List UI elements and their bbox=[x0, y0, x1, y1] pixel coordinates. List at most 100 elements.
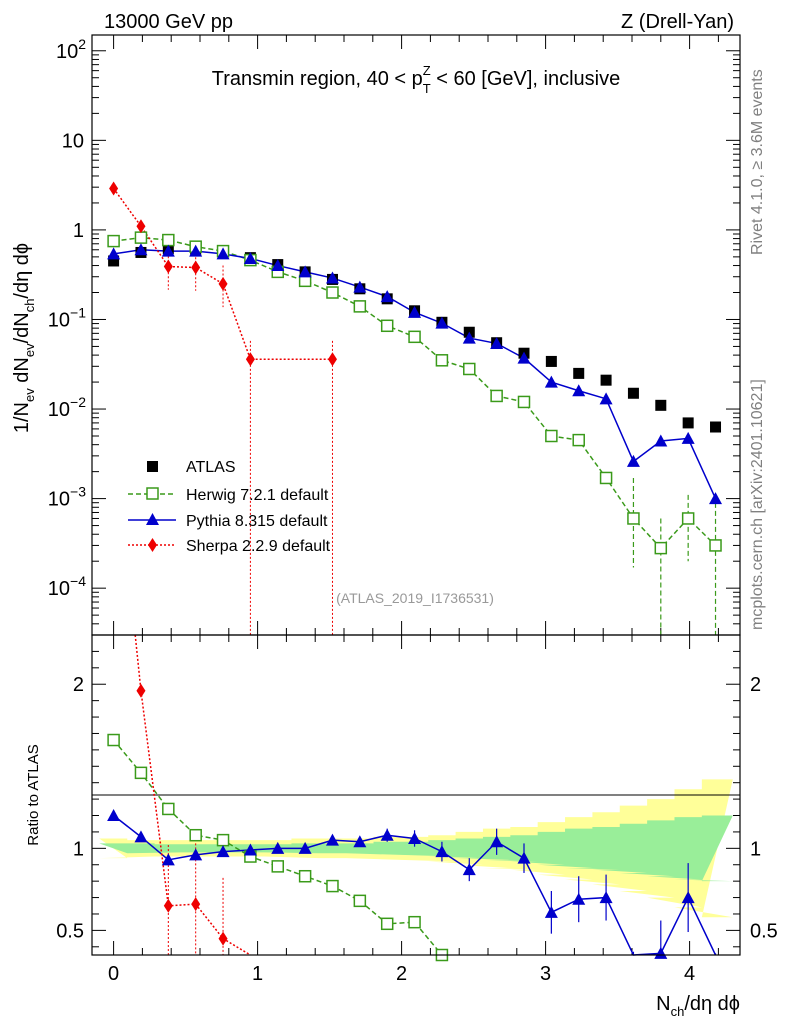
ratio-point-pythia bbox=[681, 891, 695, 904]
ratio-point-pythia bbox=[325, 833, 339, 846]
ratio-point-herwig bbox=[216, 833, 230, 847]
x-tick-label: 4 bbox=[684, 963, 695, 985]
main-point-herwig bbox=[709, 539, 722, 552]
main-point-pythia bbox=[325, 271, 339, 284]
ratio-point-herwig bbox=[298, 869, 312, 883]
ratio-ytick-label: 0.5 bbox=[56, 920, 84, 942]
ratio-point-sherpa bbox=[191, 897, 201, 912]
ratio-frame bbox=[91, 634, 741, 956]
main-point-herwig bbox=[353, 300, 367, 313]
ratio-point-sherpa bbox=[163, 898, 173, 913]
ratio-ytick-label-right: 1 bbox=[750, 838, 761, 860]
legend-marker-atlas bbox=[147, 461, 158, 472]
main-point-pythia bbox=[490, 336, 504, 349]
main-point-pythia bbox=[462, 331, 476, 344]
main-panel: 102 10 1 10−1 10−2 10−3 10−4 Transmin region, … bbox=[11, 34, 741, 636]
main-point-herwig bbox=[545, 429, 558, 443]
main-point-herwig bbox=[654, 541, 668, 555]
ratio-ytick-label-right: 2 bbox=[750, 674, 761, 696]
ratio-point-pythia bbox=[107, 809, 121, 822]
main-point-pythia bbox=[298, 265, 312, 278]
legend-entry-pythia: Pythia 8.315 default bbox=[128, 513, 328, 530]
main-point-herwig bbox=[134, 231, 148, 244]
ratio-point-pythia bbox=[462, 863, 476, 876]
main-point-herwig bbox=[107, 234, 120, 248]
ratio-line-sherpa bbox=[134, 634, 251, 956]
ratio-point-pythia bbox=[298, 841, 312, 854]
legend-entry-herwig: Herwig 7.2.1 default bbox=[128, 487, 329, 504]
main-point-pythia bbox=[709, 492, 723, 505]
legend-entry-atlas: ATLAS bbox=[147, 459, 236, 476]
main-point-herwig bbox=[517, 395, 531, 409]
mcplots-label: mcplots.cern.ch [arXiv:2401.10621] bbox=[749, 379, 766, 630]
main-point-herwig bbox=[162, 233, 175, 247]
main-point-atlas bbox=[627, 387, 639, 399]
watermark: (ATLAS_2019_I1736531) bbox=[336, 590, 494, 606]
main-point-pythia bbox=[134, 243, 148, 256]
ratio-axis-ticks: 0.5 0.5 1 1 2 2 0 1 2 3 4 bbox=[56, 635, 778, 985]
main-point-sherpa bbox=[191, 260, 201, 275]
main-series-layer bbox=[107, 181, 723, 635]
legend-entry-sherpa: Sherpa 2.2.9 default bbox=[128, 538, 331, 555]
ratio-point-herwig bbox=[380, 917, 394, 931]
main-point-pythia bbox=[271, 259, 285, 272]
ratio-point-pythia bbox=[271, 841, 285, 854]
x-tick-label: 1 bbox=[252, 963, 263, 985]
ratio-panel: 0.5 0.5 1 1 2 2 0 1 2 3 4 Ratio to ATLAS Nch/dη dϕ bbox=[25, 634, 778, 1019]
ratio-point-pythia bbox=[599, 891, 613, 904]
ratio-series-layer bbox=[107, 634, 717, 962]
main-point-pythia bbox=[517, 351, 531, 364]
ratio-point-pythia bbox=[243, 843, 257, 856]
ratio-point-pythia bbox=[544, 905, 558, 918]
main-point-pythia bbox=[654, 434, 668, 447]
ratio-uncertainty-bands bbox=[99, 779, 733, 918]
main-ytick-label: 10−2 bbox=[48, 394, 86, 421]
x-tick-label: 3 bbox=[540, 963, 551, 985]
main-axis-ticks: 102 10 1 10−1 10−2 10−3 10−4 bbox=[48, 35, 740, 636]
ratio-point-pythia bbox=[134, 830, 148, 843]
main-point-atlas bbox=[108, 255, 120, 267]
main-point-atlas bbox=[573, 367, 585, 379]
ratio-point-sherpa bbox=[136, 683, 146, 698]
ratio-point-pythia bbox=[353, 835, 367, 848]
ratio-point-herwig bbox=[408, 915, 421, 929]
main-point-pythia bbox=[626, 454, 640, 467]
main-point-sherpa bbox=[163, 259, 173, 274]
ratio-point-pythia bbox=[490, 835, 504, 848]
legend-marker-pythia bbox=[146, 513, 159, 525]
main-point-pythia bbox=[681, 431, 695, 444]
main-point-herwig bbox=[326, 286, 339, 299]
main-point-pythia bbox=[353, 280, 367, 293]
ratio-ytick-label: 1 bbox=[73, 838, 84, 860]
ratio-point-pythia bbox=[161, 853, 175, 866]
main-point-herwig bbox=[599, 471, 613, 485]
main-title: Transmin region, 40 < pZ T < 60 [GeV], in… bbox=[212, 63, 621, 96]
legend-label-pythia: Pythia 8.315 default bbox=[186, 513, 328, 530]
main-point-sherpa bbox=[109, 181, 119, 196]
main-point-pythia bbox=[408, 305, 422, 318]
main-ytick-label: 10 bbox=[62, 130, 84, 152]
ratio-point-pythia bbox=[517, 851, 531, 864]
main-ytick-label: 10−3 bbox=[48, 484, 86, 511]
main-ytick-label: 102 bbox=[56, 36, 86, 63]
main-point-pythia bbox=[107, 247, 121, 260]
ratio-point-pythia bbox=[435, 845, 449, 858]
main-point-atlas bbox=[655, 399, 667, 411]
ratio-point-herwig bbox=[326, 879, 339, 893]
rivet-label: Rivet 4.1.0, ≥ 3.6M events bbox=[749, 69, 766, 255]
main-point-herwig bbox=[627, 512, 640, 525]
main-ytick-label: 10−1 bbox=[48, 304, 86, 331]
main-point-herwig bbox=[572, 433, 585, 447]
legend-marker-sherpa bbox=[148, 538, 157, 552]
ratio-point-pythia bbox=[572, 892, 586, 905]
legend-label-herwig: Herwig 7.2.1 default bbox=[186, 487, 329, 504]
ratio-point-pythia bbox=[189, 848, 203, 861]
main-point-sherpa bbox=[136, 219, 146, 234]
main-point-pythia bbox=[572, 384, 586, 397]
main-ytick-label: 1 bbox=[73, 220, 84, 242]
ratio-point-herwig bbox=[107, 733, 120, 747]
main-point-pythia bbox=[189, 244, 203, 257]
ratio-ylabel: Ratio to ATLAS bbox=[25, 744, 42, 845]
ratio-point-herwig bbox=[271, 860, 285, 873]
